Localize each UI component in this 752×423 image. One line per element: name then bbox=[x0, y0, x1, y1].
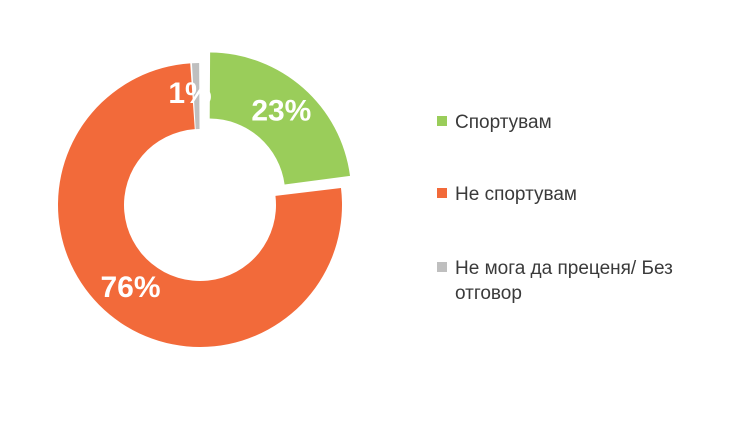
legend-item-no-answer: Не мога да преценя/ Без отговор bbox=[437, 256, 745, 306]
legend-swatch-no-sport bbox=[437, 188, 447, 198]
donut-data-label-2: 1% bbox=[168, 77, 211, 110]
donut-slice-0 bbox=[209, 52, 351, 185]
donut-data-label-0: 23% bbox=[251, 95, 311, 128]
legend-item-no-sport: Не спортувам bbox=[437, 182, 577, 207]
legend-label-no-answer: Не мога да преценя/ Без отговор bbox=[455, 258, 673, 304]
legend-label-sport: Спортувам bbox=[455, 112, 552, 133]
legend-swatch-sport bbox=[437, 116, 447, 126]
donut-slice-1 bbox=[57, 63, 342, 348]
legend-label-no-sport: Не спортувам bbox=[455, 184, 577, 205]
legend-swatch-no-answer bbox=[437, 262, 447, 272]
donut-data-label-1: 76% bbox=[100, 271, 160, 304]
donut-slice-2 bbox=[191, 63, 200, 130]
legend-item-sport: Спортувам bbox=[437, 110, 552, 135]
